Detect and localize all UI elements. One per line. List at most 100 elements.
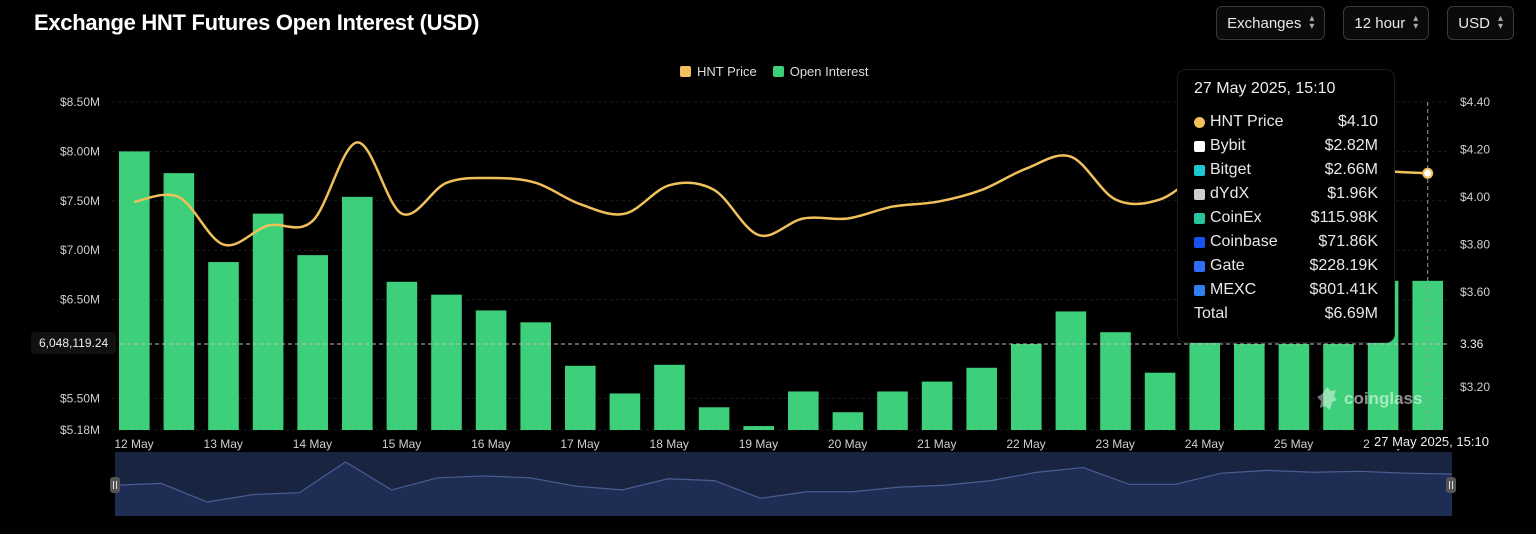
interval-select-label: 12 hour [1354, 14, 1406, 32]
oi-bar[interactable] [921, 381, 953, 430]
oi-bar[interactable] [877, 391, 908, 430]
oi-bar[interactable] [119, 151, 150, 430]
interval-select[interactable]: 12 hour ▴ ▾ [1343, 6, 1430, 40]
coinglass-logo-icon [1317, 387, 1337, 410]
tooltip-row-value: $1.96K [1327, 185, 1378, 202]
legend-label-price: HNT Price [697, 64, 757, 79]
oi-bar[interactable] [788, 391, 819, 430]
tooltip-row-value: $115.98K [1310, 209, 1378, 226]
tooltip-row-label: dYdX [1210, 185, 1250, 202]
crosshair-left-value: 6,048,119.24 [31, 332, 117, 354]
x-tick-label: 12 May [114, 437, 153, 451]
legend-item-oi[interactable]: Open Interest [772, 64, 869, 79]
oi-bar[interactable] [163, 173, 195, 431]
y-left-tick-label: $5.18M [60, 423, 100, 437]
oi-bar[interactable] [1055, 311, 1087, 430]
range-slider[interactable] [114, 452, 1453, 516]
tooltip-row-left: Coinbase [1194, 233, 1278, 251]
y-left-tick-label: $5.50M [60, 391, 100, 405]
chart-tooltip: 27 May 2025, 15:10 HNT Price $4.10 Bybit $2… [1178, 70, 1394, 342]
price-dot-icon [1194, 116, 1205, 128]
bybit-icon [1194, 140, 1205, 152]
watermark-text: coinglass [1344, 389, 1423, 408]
tooltip-row-value: $71.86K [1318, 233, 1378, 250]
oi-bar[interactable] [654, 364, 685, 430]
tooltip-row-value: $4.10 [1337, 113, 1378, 130]
exchanges-select[interactable]: Exchanges ▴ ▾ [1216, 6, 1326, 40]
oi-bar[interactable] [342, 196, 373, 430]
tooltip-row-left: CoinEx [1194, 209, 1262, 227]
oi-bar[interactable] [832, 412, 864, 430]
tooltip-rows: HNT Price $4.10 Bybit $2.82M Bitget $2.66M dYd… [1194, 110, 1378, 302]
legend-item-price[interactable]: HNT Price [680, 64, 757, 79]
watermark-logo: coinglass [1316, 386, 1422, 412]
y-left-tick-label: $7.00M [60, 243, 100, 257]
oi-bar[interactable] [966, 367, 997, 430]
tooltip-row-label: CoinEx [1210, 209, 1262, 226]
page-title: Exchange HNT Futures Open Interest (USD) [34, 10, 480, 35]
coinex-icon [1194, 212, 1205, 224]
range-handle-right[interactable] [1446, 477, 1456, 493]
tooltip-row-label: Bitget [1210, 161, 1251, 178]
oi-bar[interactable] [565, 365, 596, 430]
x-tick-label: 17 May [560, 437, 599, 451]
x-tick-label: 21 May [917, 437, 956, 451]
currency-select-label: USD [1458, 14, 1490, 32]
tooltip-row-left: MEXC [1194, 281, 1256, 299]
tooltip-row-left: Bybit [1194, 137, 1246, 155]
tooltip-row: Coinbase $71.86K [1194, 230, 1378, 254]
tooltip-row-value: $801.41K [1309, 281, 1378, 298]
range-slider-preview [114, 461, 1453, 516]
tooltip-row-label: MEXC [1210, 281, 1257, 298]
oi-bar[interactable] [475, 310, 507, 430]
y-right-tick-label: $3.60 [1460, 285, 1490, 299]
currency-select[interactable]: USD ▴ ▾ [1447, 6, 1514, 40]
x-tick-label: 22 May [1006, 437, 1045, 451]
oi-bar[interactable] [208, 262, 239, 430]
select-arrows-icon: ▴ ▾ [1413, 13, 1419, 32]
tooltip-row: Bybit $2.82M [1194, 134, 1378, 158]
tooltip-date: 27 May 2025, 15:10 [1194, 80, 1336, 97]
oi-bar[interactable] [431, 294, 462, 430]
crosshair-date: 27 May 2025, 15:10 [1370, 434, 1493, 449]
y-left-tick-label: $7.50M [60, 194, 100, 208]
tooltip-total-value: $6.69M [1324, 305, 1378, 322]
oi-bar[interactable] [252, 213, 284, 430]
x-tick-label: 24 May [1185, 437, 1224, 451]
oi-bar[interactable] [1278, 344, 1310, 430]
select-arrows-icon: ▴ ▾ [1497, 13, 1503, 32]
oi-bar[interactable] [1144, 372, 1176, 430]
bitget-icon [1194, 164, 1205, 176]
y-right-tick-label: $4.20 [1460, 143, 1490, 157]
range-handle-left[interactable] [110, 477, 120, 493]
oi-bar[interactable] [1234, 344, 1265, 430]
oi-bar[interactable] [1100, 332, 1131, 430]
tooltip-row-value: $228.19K [1309, 257, 1378, 274]
y-left-tick-label: $6.50M [60, 293, 100, 307]
oi-bar[interactable] [743, 426, 774, 430]
x-tick-label: 19 May [739, 437, 778, 451]
chart-legend: HNT Price Open Interest [680, 64, 869, 79]
x-tick-label: 14 May [293, 437, 332, 451]
crosshair-right-value: 3.36 [1452, 334, 1492, 354]
tooltip-total-label: Total [1194, 305, 1228, 322]
tooltip-row: Gate $228.19K [1194, 254, 1378, 278]
tooltip-row-label: HNT Price [1210, 113, 1284, 130]
tooltip-row: Bitget $2.66M [1194, 158, 1378, 182]
oi-bar[interactable] [297, 255, 328, 430]
oi-bar[interactable] [1011, 344, 1042, 430]
preview-area [115, 462, 1452, 516]
tooltip-row-left: Bitget [1194, 161, 1251, 179]
chart-controls: Exchanges ▴ ▾ 12 hour ▴ ▾ USD ▴ ▾ [1216, 6, 1514, 40]
oi-bar[interactable] [386, 281, 418, 430]
x-tick-label: 23 May [1096, 437, 1135, 451]
oi-bar[interactable] [609, 393, 641, 430]
oi-bar[interactable] [698, 407, 730, 430]
legend-label-oi: Open Interest [789, 64, 869, 79]
oi-bar[interactable] [1323, 344, 1354, 430]
oi-bar[interactable] [520, 322, 551, 430]
y-right-tick-label: $3.80 [1460, 238, 1490, 252]
tooltip-row: HNT Price $4.10 [1194, 110, 1378, 134]
y-left-tick-label: $8.50M [60, 95, 100, 109]
